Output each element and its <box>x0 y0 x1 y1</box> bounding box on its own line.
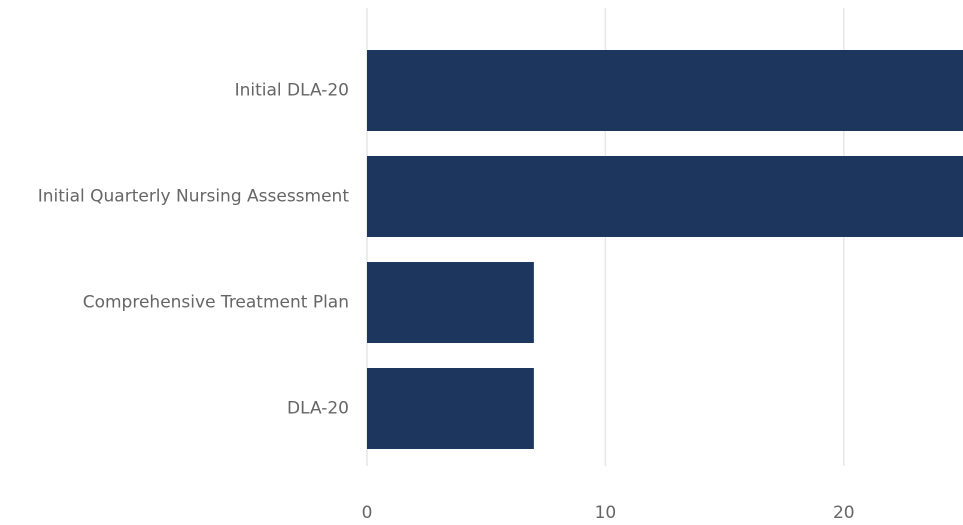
y-tick-label: Initial DLA-20 <box>235 81 349 101</box>
bar <box>367 368 534 449</box>
x-tick-label: 0 <box>362 503 373 523</box>
y-tick-label: DLA-20 <box>287 399 349 419</box>
x-tick-label: 20 <box>833 503 855 523</box>
x-tick-label: 10 <box>595 503 617 523</box>
bar <box>367 262 534 343</box>
y-tick-label: Comprehensive Treatment Plan <box>83 293 349 313</box>
y-tick-label: Initial Quarterly Nursing Assessment <box>38 187 350 207</box>
bar <box>367 50 963 131</box>
bar <box>367 156 963 237</box>
